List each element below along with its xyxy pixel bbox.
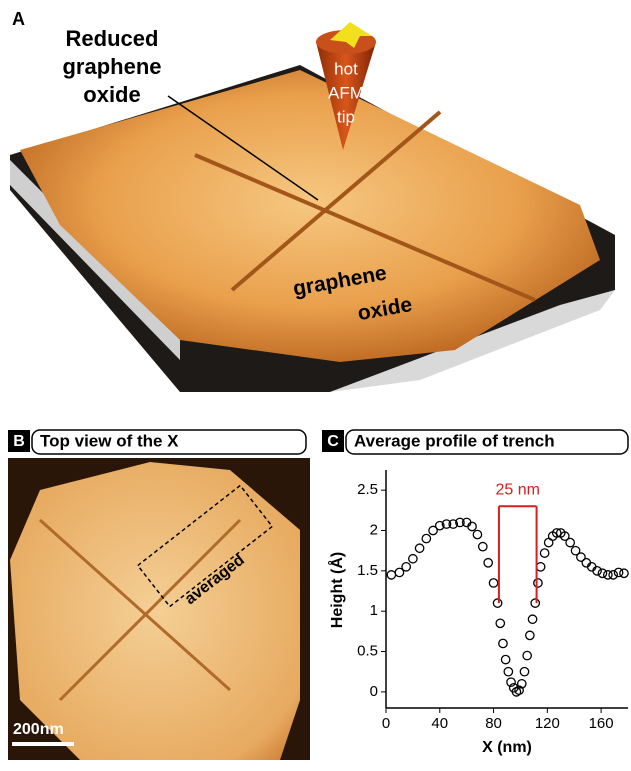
data-point bbox=[500, 654, 511, 665]
x-tick-label: 160 bbox=[589, 715, 614, 732]
data-point bbox=[613, 567, 624, 578]
data-point bbox=[503, 666, 514, 677]
x-axis-label: X (nm) bbox=[482, 739, 532, 756]
data-point bbox=[428, 525, 438, 536]
data-point bbox=[483, 557, 494, 568]
data-point bbox=[565, 537, 576, 548]
data-point bbox=[441, 519, 452, 529]
data-point bbox=[551, 528, 562, 538]
data-point bbox=[592, 565, 602, 576]
data-point bbox=[488, 578, 499, 588]
panel-label: A bbox=[12, 9, 25, 29]
data-point bbox=[492, 598, 503, 608]
afm-side bbox=[330, 290, 615, 392]
data-point bbox=[619, 568, 629, 579]
y-tick-label: 2 bbox=[370, 521, 378, 538]
data-point bbox=[602, 570, 613, 580]
data-point bbox=[455, 517, 465, 528]
heat-arrow bbox=[330, 22, 372, 48]
afm-tip bbox=[316, 42, 376, 150]
data-point bbox=[559, 531, 570, 542]
data-point bbox=[401, 561, 412, 572]
panel-title-box bbox=[31, 429, 307, 455]
trench bbox=[58, 518, 242, 702]
panel-label: C bbox=[327, 433, 339, 450]
data-point bbox=[498, 638, 508, 649]
data-point bbox=[514, 685, 524, 696]
data-point bbox=[522, 650, 533, 661]
data-point bbox=[516, 678, 527, 689]
panel-title: Top view of the X bbox=[40, 431, 179, 450]
panel-label-box bbox=[8, 430, 30, 452]
y-axis-label: Height (Å) bbox=[327, 552, 346, 628]
x-tick-label: 40 bbox=[431, 715, 448, 732]
x-tick-label: 120 bbox=[535, 715, 560, 732]
scale-label: 200nm bbox=[13, 721, 64, 738]
data-point bbox=[506, 677, 516, 688]
panel-label-box bbox=[322, 430, 344, 452]
y-tick-label: 2.5 bbox=[357, 481, 378, 498]
data-point bbox=[467, 521, 477, 532]
rgo-label: oxide bbox=[83, 82, 140, 107]
panel-a: A Reduced graphene oxide hot AFM tip gra… bbox=[10, 9, 615, 392]
average-box bbox=[136, 484, 274, 608]
panel-b: B Top view of the X averaged 200nm bbox=[8, 429, 310, 760]
trench bbox=[38, 518, 232, 692]
data-point bbox=[525, 630, 535, 641]
data-point bbox=[511, 687, 522, 697]
panel-label: B bbox=[13, 433, 25, 450]
y-tick-label: 0.5 bbox=[357, 642, 378, 659]
data-point bbox=[408, 553, 418, 564]
trench bbox=[230, 110, 442, 292]
data-point bbox=[530, 598, 541, 608]
data-point bbox=[539, 548, 550, 558]
data-point bbox=[386, 570, 397, 580]
y-tick-label: 0 bbox=[370, 683, 378, 700]
data-point bbox=[570, 545, 581, 556]
data-point bbox=[533, 578, 543, 588]
rgo-label: graphene bbox=[62, 54, 161, 79]
panel-c: C Average profile of trench X (nm) Heigh… bbox=[322, 429, 629, 756]
tip-label: hot bbox=[334, 59, 358, 78]
x-tick-label: 80 bbox=[485, 715, 502, 732]
data-point bbox=[576, 552, 586, 562]
y-tick-label: 1.5 bbox=[357, 562, 378, 579]
bracket-label: 25 nm bbox=[496, 482, 540, 499]
afm-surface bbox=[20, 70, 600, 362]
tip-label: AFM bbox=[328, 83, 364, 102]
scale-bar bbox=[12, 742, 74, 746]
trench bbox=[194, 153, 536, 302]
chart-title: Average profile of trench bbox=[354, 431, 555, 450]
flake bbox=[10, 462, 300, 760]
data-point bbox=[421, 533, 432, 544]
data-point bbox=[519, 666, 530, 677]
rgo-label: Reduced bbox=[66, 26, 159, 51]
tip-label: tip bbox=[337, 107, 355, 126]
data-point bbox=[495, 618, 506, 629]
y-tick-label: 1 bbox=[370, 602, 378, 619]
data-point bbox=[477, 541, 488, 552]
data-point bbox=[448, 519, 459, 529]
data-point bbox=[608, 570, 619, 580]
x-tick-label: 0 bbox=[382, 715, 390, 732]
data-point bbox=[527, 614, 538, 625]
data-point bbox=[434, 520, 445, 531]
data-point bbox=[535, 561, 546, 572]
callout-line bbox=[167, 95, 319, 201]
panel-title-box bbox=[345, 429, 629, 455]
data-point bbox=[394, 567, 405, 578]
data-point bbox=[597, 568, 608, 579]
data-point bbox=[472, 529, 483, 540]
data-point bbox=[414, 543, 425, 554]
